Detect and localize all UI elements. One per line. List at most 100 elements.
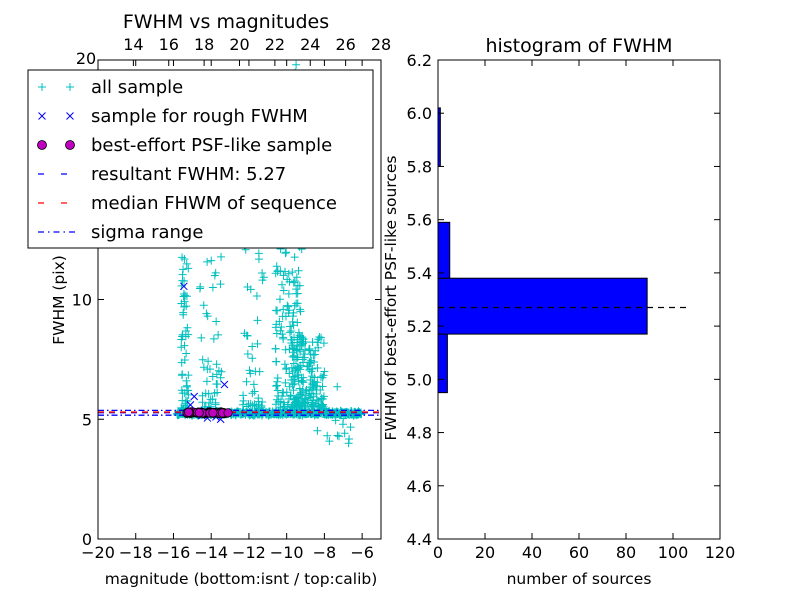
all-sample-point	[209, 334, 218, 343]
all-sample-point	[279, 388, 288, 397]
left-x-tick-label: −18	[119, 543, 153, 562]
legend-label: sigma range	[91, 222, 203, 243]
right-y-tick-label: 6.0	[407, 104, 432, 123]
all-sample-point	[281, 345, 290, 354]
all-sample-point	[211, 400, 220, 409]
all-sample-point	[273, 381, 282, 390]
legend-entry: median FHWM of sequence	[38, 193, 337, 214]
all-sample-point	[284, 302, 293, 311]
left-y-top-end-label: 20	[76, 49, 96, 68]
all-sample-point	[313, 338, 322, 347]
all-sample-point	[309, 357, 318, 366]
all-sample-point	[284, 269, 293, 278]
all-sample-point	[177, 343, 186, 352]
right-x-tick-label: 0	[433, 543, 443, 562]
all-sample-point	[292, 273, 301, 282]
all-sample-point	[180, 356, 189, 365]
all-sample-point	[279, 333, 288, 342]
all-sample-point	[208, 283, 217, 292]
right-plot-area	[437, 107, 690, 394]
all-sample-point	[304, 393, 313, 402]
all-sample-point	[206, 395, 215, 404]
legend-entry: best-effort PSF-like sample	[37, 135, 332, 156]
all-sample-point	[179, 292, 188, 301]
all-sample-point	[281, 378, 290, 387]
all-sample-point	[295, 305, 304, 314]
all-sample-point	[180, 341, 189, 350]
left-x-tick-label: −10	[270, 543, 304, 562]
all-sample-point	[313, 426, 322, 435]
all-sample-point	[183, 381, 192, 390]
all-sample-point	[212, 370, 221, 379]
all-sample-point	[281, 249, 290, 258]
right-y-tick-label: 5.8	[407, 157, 432, 176]
all-sample-point	[265, 410, 274, 419]
all-sample-point	[287, 327, 296, 336]
legend-entries: all sample sample for rough FWHM best-effo…	[37, 77, 337, 243]
all-sample-point	[297, 400, 306, 409]
all-sample-point	[253, 339, 262, 348]
all-sample-point	[316, 385, 325, 394]
all-sample-point	[284, 289, 293, 298]
all-sample-point	[182, 259, 191, 268]
all-sample-point	[314, 343, 323, 352]
all-sample-point	[275, 295, 284, 304]
all-sample-point	[199, 301, 208, 310]
all-sample-point	[346, 423, 355, 432]
top-axis-tick-label: 26	[335, 35, 355, 54]
all-sample-point	[317, 333, 326, 342]
all-sample-point	[292, 60, 301, 69]
all-sample-point	[217, 252, 226, 261]
all-sample-point	[276, 326, 285, 335]
all-sample-point	[213, 380, 222, 389]
right-y-tick-label: 5.6	[407, 211, 432, 230]
all-sample-point	[210, 389, 219, 398]
all-sample-point	[325, 437, 334, 446]
all-sample-point	[273, 306, 282, 315]
all-sample-point	[315, 333, 324, 342]
all-sample-point	[333, 382, 342, 391]
all-sample-point	[258, 268, 267, 277]
all-sample-point	[253, 316, 262, 325]
all-sample-point	[279, 271, 288, 280]
left-y-tick-label: 10	[72, 291, 92, 310]
all-sample-point	[280, 360, 289, 369]
all-sample-point	[319, 404, 328, 413]
all-sample-point	[299, 358, 308, 367]
all-sample-point	[214, 366, 223, 375]
all-sample-point	[292, 366, 301, 375]
all-sample-point	[296, 307, 305, 316]
all-sample-point	[283, 301, 292, 310]
rough-sample-point	[190, 392, 199, 401]
legend-label: sample for rough FWHM	[91, 106, 308, 127]
all-sample-point	[300, 353, 309, 362]
rough-sample-point	[179, 282, 188, 291]
all-sample-point	[293, 353, 302, 362]
all-sample-point	[344, 439, 353, 448]
all-sample-point	[308, 379, 317, 388]
all-sample-point	[202, 309, 211, 318]
all-sample-point	[242, 331, 251, 340]
all-sample-point	[290, 253, 299, 262]
psf-sample-point	[194, 408, 204, 418]
all-sample-point	[244, 400, 253, 409]
all-sample-point	[212, 317, 221, 326]
right-y-tick-label: 4.6	[407, 477, 432, 496]
right-x-tick-label: 60	[569, 543, 589, 562]
all-sample-point	[182, 349, 191, 358]
all-sample-point	[205, 398, 214, 407]
all-sample-point	[307, 367, 316, 376]
all-sample-point	[248, 342, 257, 351]
left-y-axis: 0 5 10	[72, 291, 381, 549]
all-sample-point	[212, 360, 221, 369]
all-sample-point	[216, 280, 225, 289]
right-y-tick-label: 4.8	[407, 424, 432, 443]
right-y-axis-label: FWHM of best-effort PSF-like sources	[382, 155, 400, 440]
all-sample-point	[301, 338, 310, 347]
all-sample-point	[303, 362, 312, 371]
top-axis-tick-label: 28	[371, 35, 391, 54]
right-x-axis-label: number of sources	[507, 570, 652, 588]
all-sample-point	[287, 335, 296, 344]
all-sample-point	[195, 284, 204, 293]
all-sample-point	[289, 351, 298, 360]
